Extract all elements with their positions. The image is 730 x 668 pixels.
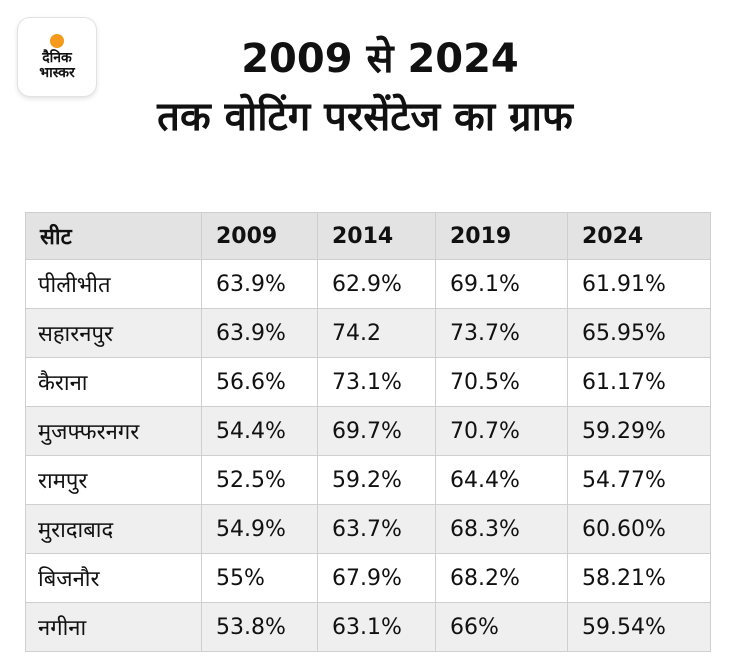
percentage-cell-2014: 73.1%: [317, 357, 436, 407]
header-year-2014: 2014: [317, 212, 436, 260]
brand-logo: दैनिक भास्कर: [18, 18, 96, 96]
header-seat: सीट: [25, 212, 202, 260]
seat-name-cell: रामपुर: [25, 455, 202, 505]
percentage-cell-2019: 69.1%: [435, 259, 568, 309]
table-row: पीलीभीत 63.9% 62.9% 69.1% 61.91%: [25, 259, 711, 309]
percentage-cell-2009: 54.4%: [201, 406, 318, 456]
seat-name-cell: मुजफ्फरनगर: [25, 406, 202, 456]
logo-line-1: दैनिक: [42, 49, 72, 66]
seat-name-cell: मुरादाबाद: [25, 504, 202, 554]
sun-icon: [50, 33, 64, 48]
seat-name-cell: कैराना: [25, 357, 202, 407]
seat-name-cell: सहारनपुर: [25, 308, 202, 358]
percentage-cell-2014: 67.9%: [317, 553, 436, 603]
percentage-cell-2019: 68.2%: [435, 553, 568, 603]
percentage-cell-2024: 59.54%: [567, 602, 711, 652]
percentage-cell-2024: 65.95%: [567, 308, 711, 358]
percentage-cell-2024: 60.60%: [567, 504, 711, 554]
percentage-cell-2009: 56.6%: [201, 357, 318, 407]
percentage-cell-2019: 68.3%: [435, 504, 568, 554]
title-line-1: 2009 से 2024: [241, 36, 519, 82]
header-row: सीट 2009 2014 2019 2024: [25, 212, 711, 260]
header-year-2019: 2019: [435, 212, 568, 260]
voting-table: सीट 2009 2014 2019 2024 पीलीभीत 63.9% 62.9% 69.…: [25, 212, 711, 652]
percentage-cell-2009: 63.9%: [201, 259, 318, 309]
percentage-cell-2019: 73.7%: [435, 308, 568, 358]
percentage-cell-2019: 64.4%: [435, 455, 568, 505]
percentage-cell-2024: 61.91%: [567, 259, 711, 309]
percentage-cell-2009: 55%: [201, 553, 318, 603]
percentage-cell-2009: 63.9%: [201, 308, 318, 358]
title-line-2: तक वोटिंग परसेंटेज का ग्राफ: [157, 94, 573, 140]
chart-title: 2009 से 2024 तक वोटिंग परसेंटेज का ग्राफ: [0, 30, 730, 146]
percentage-cell-2014: 62.9%: [317, 259, 436, 309]
percentage-cell-2024: 54.77%: [567, 455, 711, 505]
percentage-cell-2009: 53.8%: [201, 602, 318, 652]
header-year-2009: 2009: [201, 212, 318, 260]
seat-name-cell: बिजनौर: [25, 553, 202, 603]
percentage-cell-2019: 70.7%: [435, 406, 568, 456]
percentage-cell-2019: 70.5%: [435, 357, 568, 407]
percentage-cell-2009: 54.9%: [201, 504, 318, 554]
percentage-cell-2024: 61.17%: [567, 357, 711, 407]
header-year-2024: 2024: [567, 212, 711, 260]
table-body: पीलीभीत 63.9% 62.9% 69.1% 61.91% सहारनपुर 63.9…: [25, 259, 711, 652]
percentage-cell-2019: 66%: [435, 602, 568, 652]
logo-line-2: भास्कर: [39, 64, 75, 81]
seat-name-cell: पीलीभीत: [25, 259, 202, 309]
percentage-cell-2009: 52.5%: [201, 455, 318, 505]
table-row: कैराना 56.6% 73.1% 70.5% 61.17%: [25, 357, 711, 407]
table-row: मुरादाबाद 54.9% 63.7% 68.3% 60.60%: [25, 504, 711, 554]
percentage-cell-2014: 63.1%: [317, 602, 436, 652]
percentage-cell-2014: 69.7%: [317, 406, 436, 456]
table-row: रामपुर 52.5% 59.2% 64.4% 54.77%: [25, 455, 711, 505]
seat-name-cell: नगीना: [25, 602, 202, 652]
percentage-cell-2014: 59.2%: [317, 455, 436, 505]
percentage-cell-2014: 74.2: [317, 308, 436, 358]
percentage-cell-2024: 59.29%: [567, 406, 711, 456]
table-row: सहारनपुर 63.9% 74.2 73.7% 65.95%: [25, 308, 711, 358]
percentage-cell-2014: 63.7%: [317, 504, 436, 554]
table-row: मुजफ्फरनगर 54.4% 69.7% 70.7% 59.29%: [25, 406, 711, 456]
table-row: नगीना 53.8% 63.1% 66% 59.54%: [25, 602, 711, 652]
percentage-cell-2024: 58.21%: [567, 553, 711, 603]
table-row: बिजनौर 55% 67.9% 68.2% 58.21%: [25, 553, 711, 603]
